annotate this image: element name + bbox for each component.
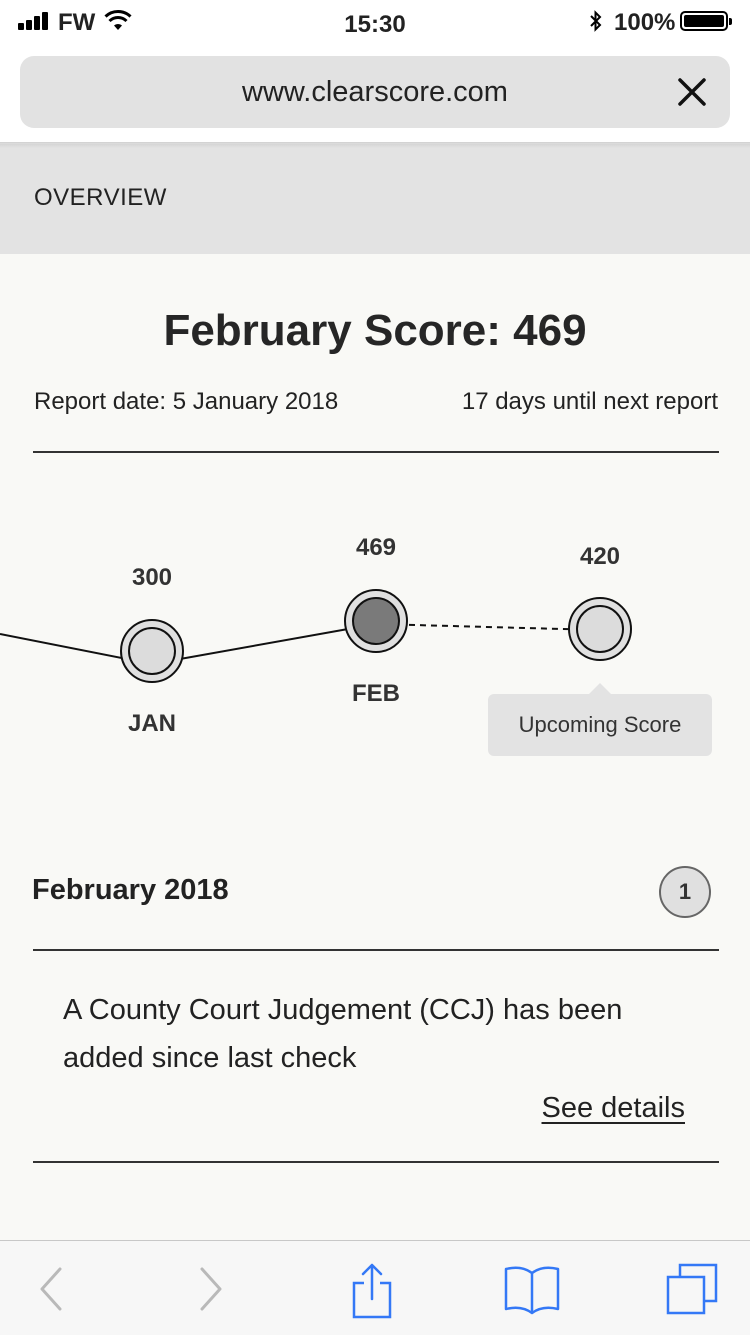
timeline-line bbox=[151, 623, 377, 665]
score-timeline: 300 JAN 469 FEB 420 bbox=[0, 534, 632, 737]
divider bbox=[33, 1161, 719, 1163]
score-value: 420 bbox=[580, 543, 620, 570]
upcoming-score-tooltip: Upcoming Score bbox=[488, 683, 712, 756]
status-bar: FW 15:30 100% bbox=[0, 0, 750, 48]
alerts-month-heading: February 2018 bbox=[32, 874, 229, 906]
bookmarks-icon[interactable] bbox=[502, 1259, 562, 1319]
section-header: OVERVIEW bbox=[0, 144, 750, 254]
wifi-icon bbox=[104, 9, 132, 30]
url-text: www.clearscore.com bbox=[242, 76, 508, 108]
tooltip-text: Upcoming Score bbox=[518, 712, 682, 737]
divider bbox=[33, 949, 719, 951]
report-date: Report date: 5 January 2018 bbox=[34, 388, 339, 415]
battery-percentage: 100% bbox=[614, 9, 676, 36]
score-node-feb[interactable] bbox=[344, 589, 408, 653]
score-node-jan[interactable] bbox=[120, 619, 184, 683]
address-bar[interactable]: www.clearscore.com bbox=[20, 56, 730, 128]
back-icon[interactable] bbox=[22, 1259, 82, 1319]
forward-icon[interactable] bbox=[180, 1259, 240, 1319]
close-icon[interactable] bbox=[672, 72, 712, 112]
next-report-countdown: 17 days until next report bbox=[461, 388, 718, 415]
browser-toolbar bbox=[0, 1240, 750, 1335]
carrier-name: FW bbox=[58, 9, 96, 36]
header-shadow bbox=[0, 142, 750, 148]
main-content: February Score: 469 Report date: 5 Janua… bbox=[0, 254, 750, 1240]
score-node-upcoming[interactable] bbox=[568, 597, 632, 661]
score-value: 300 bbox=[132, 564, 172, 591]
score-value: 469 bbox=[356, 534, 396, 561]
page-title: February Score: 469 bbox=[163, 306, 587, 355]
share-icon[interactable] bbox=[342, 1259, 402, 1319]
month-label: JAN bbox=[128, 710, 176, 737]
section-label: OVERVIEW bbox=[34, 184, 167, 211]
bluetooth-icon bbox=[590, 10, 602, 32]
clock: 15:30 bbox=[344, 11, 406, 38]
battery-icon bbox=[680, 11, 732, 31]
see-details-link[interactable]: See details bbox=[541, 1092, 686, 1124]
tabs-icon[interactable] bbox=[662, 1259, 722, 1319]
divider bbox=[33, 451, 719, 453]
signal-icon bbox=[18, 12, 52, 30]
month-label: FEB bbox=[352, 680, 400, 707]
alert-message: A County Court Judgement (CCJ) has been … bbox=[63, 994, 623, 1074]
alert-count-badge: 1 bbox=[659, 866, 711, 918]
timeline-projection-line bbox=[375, 623, 601, 631]
